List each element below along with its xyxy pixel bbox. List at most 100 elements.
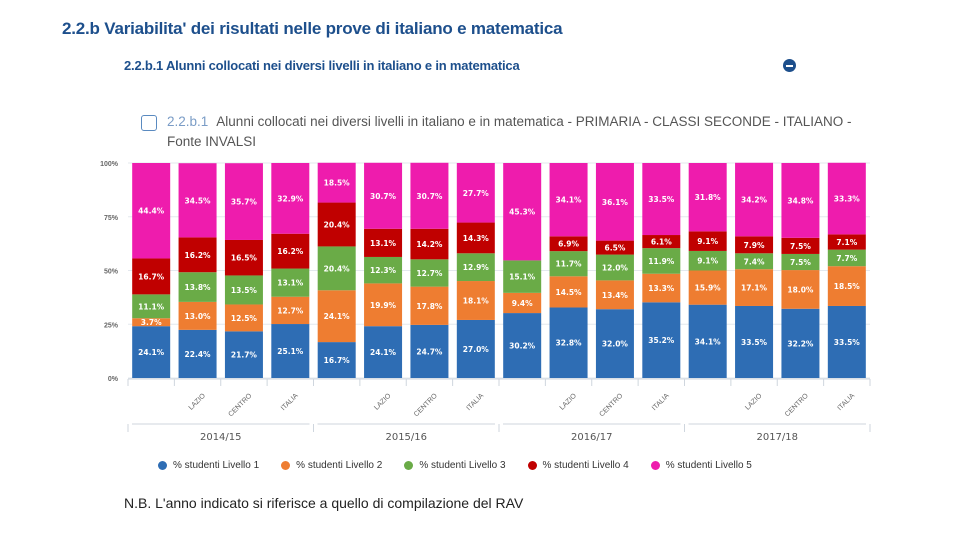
minus-circle-icon[interactable] xyxy=(783,59,796,72)
data-label: 33.5% xyxy=(834,338,861,347)
data-label: 25.1% xyxy=(277,347,304,356)
bar-segment xyxy=(271,233,310,269)
data-label: 16.7% xyxy=(138,272,165,281)
bar-segment xyxy=(549,307,588,378)
bar-segment xyxy=(642,248,681,274)
bar-segment xyxy=(827,249,866,267)
x-category-label: LAZIO xyxy=(559,392,579,412)
legend-item[interactable]: % studenti Livello 3 xyxy=(404,460,506,471)
data-label: 34.2% xyxy=(741,196,768,205)
legend-dot-icon xyxy=(650,461,660,470)
legend-label: % studenti Livello 5 xyxy=(665,460,752,471)
data-label: 13.3% xyxy=(648,284,675,293)
bar-segment xyxy=(735,236,774,254)
chart-title: 2.2.b.1 Alunni collocati nei diversi live… xyxy=(167,112,877,152)
bar-segment xyxy=(456,222,495,254)
bar-segment xyxy=(549,276,588,308)
data-label: 33.5% xyxy=(741,338,768,347)
bar-segment xyxy=(317,342,356,378)
data-label: 11.9% xyxy=(648,257,675,266)
data-label: 13.4% xyxy=(602,291,629,300)
bar-segment xyxy=(410,162,449,229)
data-label: 18.0% xyxy=(787,285,814,294)
bar-segment xyxy=(781,253,820,271)
data-label: 30.7% xyxy=(370,192,397,201)
data-label: 9.1% xyxy=(697,237,718,246)
data-label: 33.3% xyxy=(834,195,861,204)
bar-segment xyxy=(178,329,217,378)
legend-label: % studenti Livello 4 xyxy=(542,460,629,471)
legend-label: % studenti Livello 1 xyxy=(173,460,260,471)
bar-segment xyxy=(410,259,449,287)
bar-segment xyxy=(364,283,403,327)
data-label: 3.7% xyxy=(141,318,162,327)
data-label: 16.2% xyxy=(185,251,212,260)
data-label: 6.5% xyxy=(605,244,626,253)
legend-item[interactable]: % studenti Livello 5 xyxy=(650,460,752,471)
data-label: 32.0% xyxy=(602,340,629,349)
bar-segment xyxy=(456,253,495,282)
data-label: 11.1% xyxy=(138,302,165,311)
data-label: 16.5% xyxy=(231,254,258,263)
data-label: 32.2% xyxy=(787,339,814,348)
bar-segment xyxy=(271,268,310,297)
bar-segment xyxy=(317,202,356,247)
data-label: 12.5% xyxy=(231,314,258,323)
bar-segment xyxy=(781,270,820,309)
bar-segment xyxy=(224,331,263,378)
bar-segment xyxy=(781,237,820,254)
data-label: 33.5% xyxy=(648,195,675,204)
data-label: 18.1% xyxy=(463,296,490,305)
data-label: 24.1% xyxy=(138,348,165,357)
legend-item[interactable]: % studenti Livello 2 xyxy=(281,460,382,471)
bar-segment xyxy=(827,162,866,235)
bar-segment xyxy=(642,163,681,236)
y-tick-label: 100% xyxy=(100,161,119,168)
footnote: N.B. L'anno indicato si riferisce a quel… xyxy=(124,495,524,511)
bar-segment xyxy=(410,228,449,260)
bar-segment xyxy=(224,163,263,240)
data-label: 36.1% xyxy=(602,198,629,207)
bar-segment xyxy=(503,292,542,314)
bar-segment xyxy=(456,281,495,320)
data-label: 22.4% xyxy=(185,350,212,359)
bar-segment xyxy=(781,163,820,238)
bar-segment xyxy=(595,254,634,281)
x-category-label: CENTRO xyxy=(227,392,253,418)
bar-segment xyxy=(549,251,588,277)
y-tick-label: 25% xyxy=(104,322,119,329)
data-label: 6.1% xyxy=(651,238,672,247)
bar-segment xyxy=(271,296,310,325)
legend-item[interactable]: % studenti Livello 4 xyxy=(527,460,629,471)
x-category-label: ITALIA xyxy=(837,392,857,412)
data-label: 34.8% xyxy=(787,196,814,205)
subsection-title[interactable]: 2.2.b.1 Alunni collocati nei diversi liv… xyxy=(124,58,520,73)
data-label: 11.7% xyxy=(556,260,583,269)
x-category-label: CENTRO xyxy=(598,392,624,418)
data-label: 12.7% xyxy=(416,269,443,278)
data-label: 34.5% xyxy=(185,196,212,205)
data-label: 44.4% xyxy=(138,207,165,216)
data-label: 17.8% xyxy=(416,302,443,311)
data-label: 35.2% xyxy=(648,336,675,345)
data-label: 14.2% xyxy=(416,240,443,249)
bar-segment xyxy=(178,272,217,302)
legend-item[interactable]: % studenti Livello 1 xyxy=(158,460,259,471)
data-label: 27.0% xyxy=(463,345,490,354)
data-label: 20.4% xyxy=(324,264,351,273)
bar-segment xyxy=(642,273,681,303)
data-label: 7.9% xyxy=(744,241,765,250)
x-category-label: ITALIA xyxy=(651,392,671,412)
bar-segment xyxy=(364,326,403,378)
legend-dot-icon xyxy=(281,461,291,470)
chart-checkbox[interactable] xyxy=(141,115,157,131)
bar-segment xyxy=(595,240,634,255)
data-label: 30.2% xyxy=(509,342,536,351)
data-label: 16.2% xyxy=(277,247,304,256)
data-label: 24.7% xyxy=(416,347,443,356)
x-category-label: ITALIA xyxy=(466,392,486,412)
bar-segment xyxy=(735,253,774,270)
data-label: 34.1% xyxy=(556,196,583,205)
data-label: 7.7% xyxy=(836,254,857,263)
bar-segment xyxy=(271,163,310,234)
